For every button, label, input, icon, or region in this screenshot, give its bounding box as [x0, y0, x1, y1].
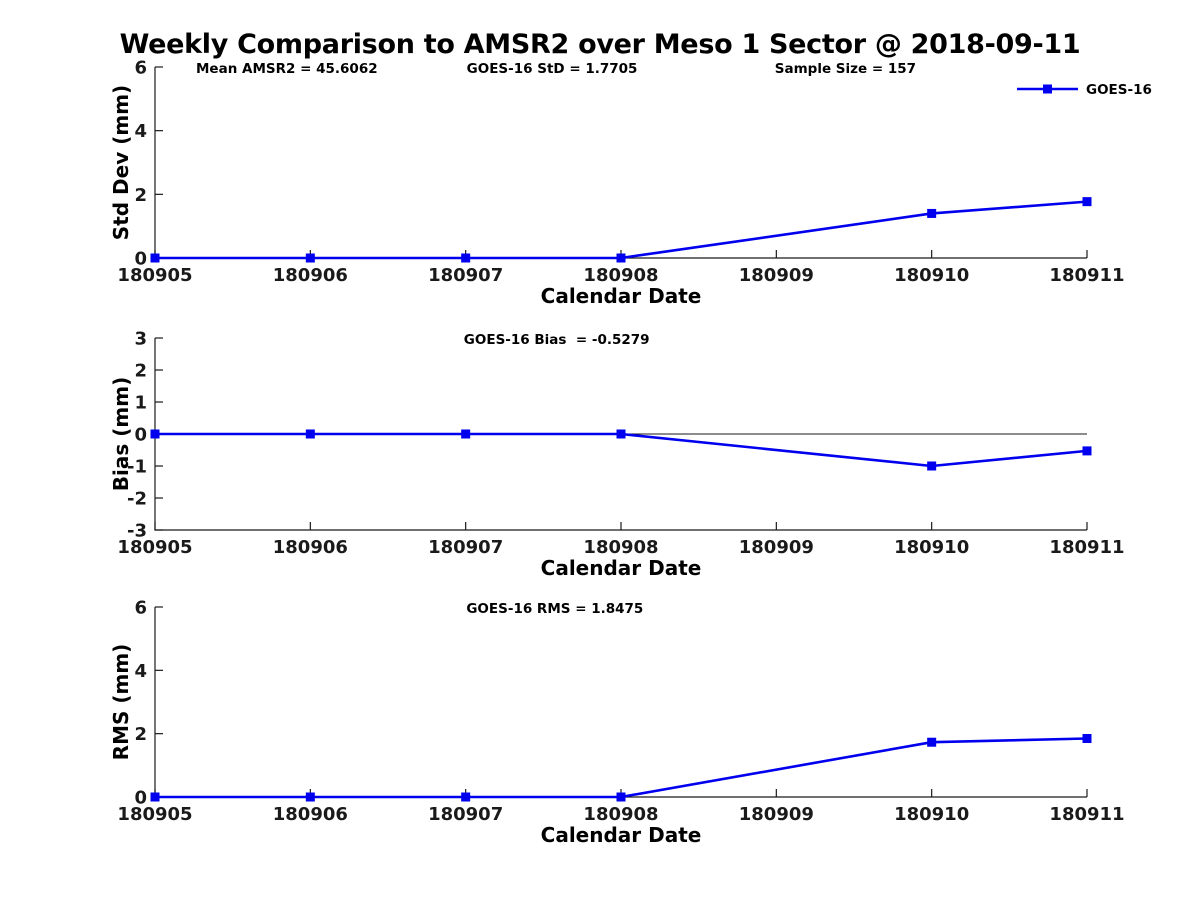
x-tick-label: 180905 — [117, 804, 192, 825]
y-tick-label: 6 — [134, 598, 147, 619]
x-tick-label: 180905 — [117, 537, 192, 558]
series-line — [155, 737, 1088, 799]
annotation: GOES-16 RMS = 1.8475 — [466, 601, 643, 617]
annotation: Sample Size = 157 — [775, 61, 916, 77]
x-axis-label: Calendar Date — [541, 556, 702, 580]
series-marker — [927, 208, 937, 218]
x-tick-label: 180910 — [894, 265, 969, 286]
x-tick-label: 180905 — [117, 265, 192, 286]
x-tick-label: 180906 — [273, 804, 348, 825]
y-tick-label: -1 — [127, 457, 147, 478]
annotation: GOES-16 StD = 1.7705 — [467, 61, 638, 77]
x-tick-label: 180906 — [273, 265, 348, 286]
series-marker — [150, 429, 160, 439]
y-tick-label: -2 — [127, 489, 147, 510]
axes — [154, 67, 1087, 259]
x-tick-label: 180911 — [1049, 804, 1124, 825]
x-tick-label: 180909 — [739, 537, 814, 558]
subplot-2: 180905 180906 180907 180908 180909 180910 1809… — [109, 329, 1125, 581]
x-tick-label: 180911 — [1049, 265, 1124, 286]
series-line — [155, 200, 1088, 260]
series-marker — [305, 792, 315, 802]
series-marker — [150, 253, 160, 263]
y-tick-label: 2 — [134, 185, 147, 206]
y-tick-label: 2 — [134, 361, 147, 382]
y-tick-label: 0 — [134, 788, 147, 809]
y-tick-label: 2 — [134, 724, 147, 745]
annotation: GOES-16 Bias = -0.5279 — [464, 332, 650, 348]
series-marker — [461, 429, 471, 439]
y-tick-label: 0 — [134, 249, 147, 270]
x-tick-label: 180910 — [894, 537, 969, 558]
x-tick-label: 180911 — [1049, 537, 1124, 558]
x-tick-label: 180909 — [739, 265, 814, 286]
legend-label: GOES-16 — [1086, 82, 1152, 98]
y-axis-label: Std Dev (mm) — [109, 85, 133, 240]
series-marker — [461, 792, 471, 802]
series-marker — [305, 253, 315, 263]
y-axis-label: RMS (mm) — [109, 644, 133, 761]
x-tick-label: 180907 — [428, 804, 503, 825]
series-marker — [461, 253, 471, 263]
legend: GOES-16 — [1017, 82, 1152, 98]
y-tick-label: -3 — [127, 521, 147, 542]
axes — [154, 607, 1087, 798]
series-marker — [927, 737, 937, 747]
y-tick-label: 3 — [134, 329, 147, 350]
y-axis-label: Bias (mm) — [109, 377, 133, 491]
y-tick-label: 0 — [134, 425, 147, 446]
y-tick-label: 4 — [134, 121, 147, 142]
x-tick-label: 180908 — [583, 265, 658, 286]
plot-title: Weekly Comparison to AMSR2 over Meso 1 S… — [119, 29, 1081, 60]
x-tick-label: 180907 — [428, 537, 503, 558]
x-tick-label: 180909 — [739, 804, 814, 825]
series-marker — [616, 429, 626, 439]
x-axis-label: Calendar Date — [541, 823, 702, 847]
x-axis-label: Calendar Date — [541, 284, 702, 308]
x-tick-label: 180907 — [428, 265, 503, 286]
x-tick-label: 180908 — [583, 804, 658, 825]
series-marker — [1082, 446, 1092, 456]
y-tick-label: 4 — [134, 661, 147, 682]
subplot-3: 180905 180906 180907 180908 180909 180910 1809… — [109, 598, 1125, 848]
annotation: Mean AMSR2 = 45.6062 — [196, 61, 378, 77]
series-line — [155, 432, 1088, 468]
series-marker — [305, 429, 315, 439]
subplot-1: 180905 180906 180907 180908 180909 180910 1809… — [109, 58, 1152, 309]
y-tick-label: 1 — [134, 393, 147, 414]
x-tick-label: 180908 — [583, 537, 658, 558]
series-marker — [927, 461, 937, 471]
x-tick-label: 180906 — [273, 537, 348, 558]
series-marker — [1082, 733, 1092, 743]
series-marker — [150, 792, 160, 802]
y-tick-label: 6 — [134, 58, 147, 79]
series-marker — [616, 253, 626, 263]
series-marker — [1082, 197, 1092, 207]
legend-marker — [1043, 84, 1052, 94]
x-tick-label: 180910 — [894, 804, 969, 825]
series-marker — [616, 792, 626, 802]
